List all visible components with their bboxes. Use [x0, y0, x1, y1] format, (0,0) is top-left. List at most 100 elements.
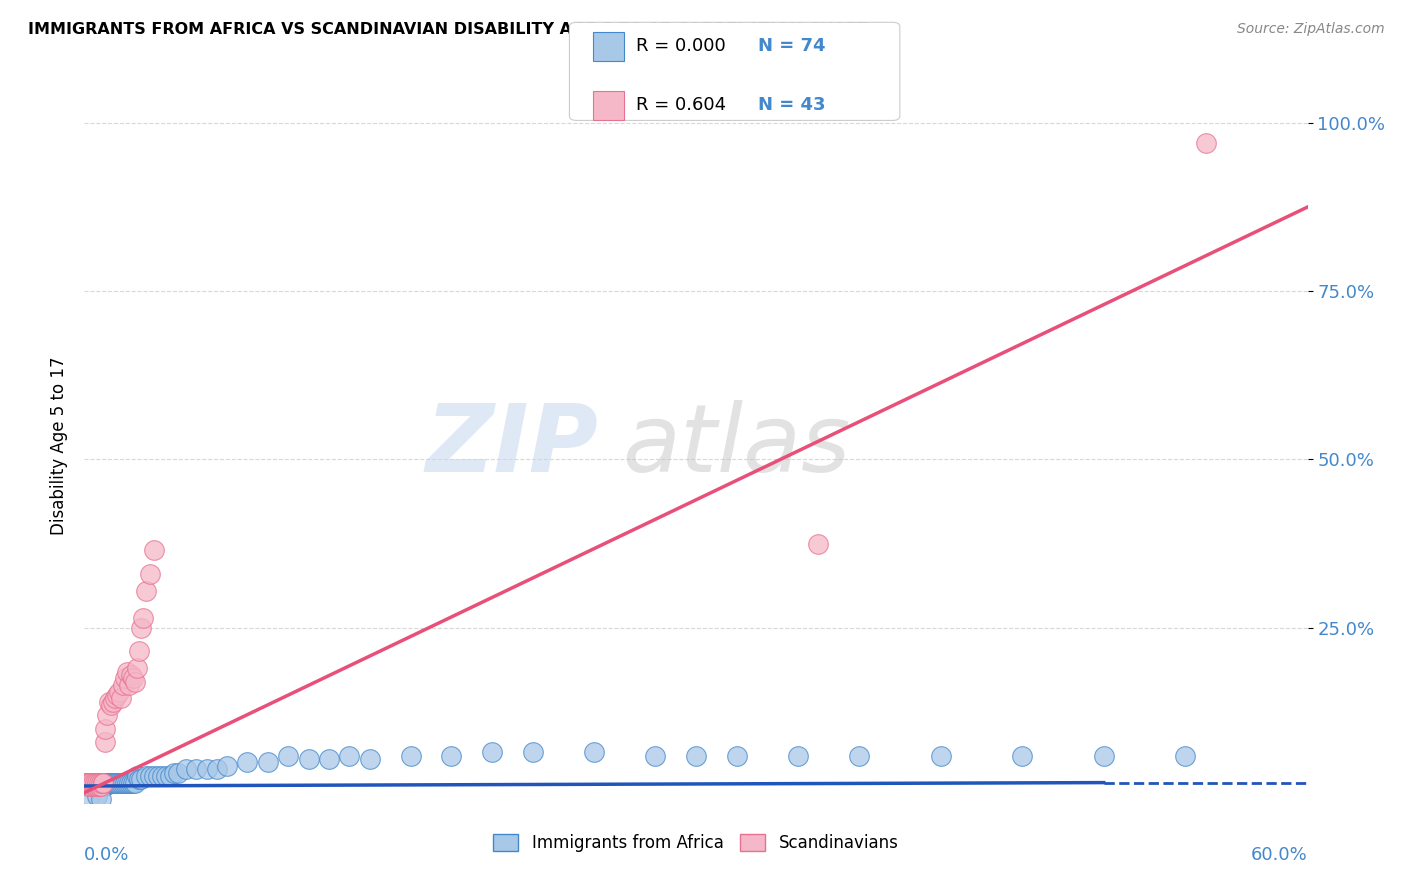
- Point: [90, 779, 112, 793]
- Point: [87, 779, 110, 793]
- Point: [186, 762, 208, 776]
- Text: R = 0.604: R = 0.604: [636, 96, 725, 114]
- Point: [195, 762, 218, 776]
- Point: [91, 775, 114, 789]
- Point: [277, 748, 299, 763]
- Text: 60.0%: 60.0%: [1251, 846, 1308, 863]
- Point: [114, 775, 136, 789]
- Point: [108, 684, 131, 698]
- Point: [112, 678, 135, 692]
- Point: [87, 777, 110, 791]
- Point: [848, 748, 870, 763]
- Point: [83, 779, 105, 793]
- Point: [97, 695, 120, 709]
- Point: [132, 610, 155, 624]
- Point: [86, 779, 108, 793]
- Point: [807, 536, 830, 550]
- Point: [115, 775, 138, 789]
- Point: [79, 775, 101, 789]
- Text: IMMIGRANTS FROM AFRICA VS SCANDINAVIAN DISABILITY AGE 5 TO 17 CORRELATION CHART: IMMIGRANTS FROM AFRICA VS SCANDINAVIAN D…: [28, 22, 869, 37]
- Point: [127, 661, 149, 675]
- Point: [82, 775, 104, 789]
- Point: [929, 748, 952, 763]
- Point: [142, 769, 165, 783]
- Text: N = 43: N = 43: [758, 96, 825, 114]
- Point: [205, 762, 228, 776]
- Point: [1195, 136, 1218, 150]
- Point: [96, 708, 118, 723]
- Point: [110, 691, 132, 706]
- Point: [86, 775, 108, 789]
- Point: [100, 698, 122, 713]
- Legend: Immigrants from Africa, Scandinavians: Immigrants from Africa, Scandinavians: [486, 827, 905, 859]
- Point: [100, 775, 122, 789]
- Point: [90, 775, 112, 789]
- Point: [174, 762, 197, 776]
- Point: [114, 671, 136, 685]
- Point: [79, 779, 101, 793]
- Point: [93, 735, 115, 749]
- Point: [440, 748, 463, 763]
- Text: atlas: atlas: [623, 401, 851, 491]
- Point: [135, 769, 157, 783]
- Point: [82, 777, 104, 791]
- Point: [644, 748, 666, 763]
- Point: [105, 688, 128, 702]
- Point: [75, 775, 97, 789]
- Point: [217, 758, 239, 772]
- Point: [90, 792, 112, 806]
- Point: [86, 789, 108, 803]
- Point: [104, 691, 127, 706]
- Point: [83, 775, 105, 789]
- Point: [685, 748, 707, 763]
- Point: [127, 769, 149, 783]
- Text: ZIP: ZIP: [425, 400, 598, 492]
- Point: [155, 769, 177, 783]
- Point: [87, 775, 110, 789]
- Point: [79, 775, 101, 789]
- Point: [96, 775, 118, 789]
- Point: [298, 752, 321, 766]
- Point: [93, 722, 115, 736]
- Point: [131, 772, 153, 787]
- Point: [399, 748, 422, 763]
- Point: [82, 779, 104, 793]
- Point: [787, 748, 810, 763]
- Point: [79, 779, 101, 793]
- Point: [138, 566, 160, 581]
- Point: [77, 775, 100, 789]
- Point: [87, 775, 110, 789]
- Point: [138, 769, 160, 783]
- Point: [120, 668, 142, 682]
- Point: [91, 779, 114, 793]
- Point: [1174, 748, 1197, 763]
- Point: [725, 748, 748, 763]
- Point: [118, 775, 141, 789]
- Point: [522, 745, 544, 759]
- Point: [104, 775, 127, 789]
- Point: [118, 678, 141, 692]
- Point: [75, 775, 97, 789]
- Point: [318, 752, 340, 766]
- Point: [91, 775, 114, 789]
- Point: [167, 765, 190, 780]
- Point: [90, 779, 112, 793]
- Text: R = 0.000: R = 0.000: [636, 37, 725, 55]
- Point: [77, 775, 100, 789]
- Point: [101, 695, 124, 709]
- Point: [83, 777, 105, 791]
- Point: [128, 772, 150, 787]
- Point: [83, 775, 105, 789]
- Point: [481, 745, 503, 759]
- Point: [101, 775, 124, 789]
- Point: [112, 775, 135, 789]
- Point: [124, 674, 146, 689]
- Point: [583, 745, 606, 759]
- Text: Source: ZipAtlas.com: Source: ZipAtlas.com: [1237, 22, 1385, 37]
- Point: [86, 775, 108, 789]
- Text: 0.0%: 0.0%: [84, 846, 129, 863]
- Point: [110, 775, 132, 789]
- Point: [108, 775, 131, 789]
- Point: [339, 748, 361, 763]
- Point: [77, 779, 100, 793]
